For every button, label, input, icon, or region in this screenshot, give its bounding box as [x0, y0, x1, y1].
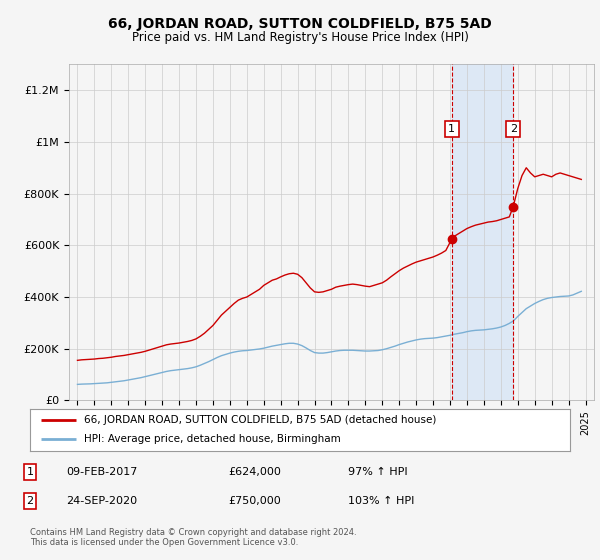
Text: 2: 2 — [26, 496, 34, 506]
Text: Price paid vs. HM Land Registry's House Price Index (HPI): Price paid vs. HM Land Registry's House … — [131, 31, 469, 44]
Text: 66, JORDAN ROAD, SUTTON COLDFIELD, B75 5AD: 66, JORDAN ROAD, SUTTON COLDFIELD, B75 5… — [108, 17, 492, 31]
Text: 103% ↑ HPI: 103% ↑ HPI — [348, 496, 415, 506]
Bar — [452, 64, 513, 400]
Text: £624,000: £624,000 — [228, 467, 281, 477]
Text: 97% ↑ HPI: 97% ↑ HPI — [348, 467, 407, 477]
Text: HPI: Average price, detached house, Birmingham: HPI: Average price, detached house, Birm… — [84, 435, 341, 445]
Text: Contains HM Land Registry data © Crown copyright and database right 2024.
This d: Contains HM Land Registry data © Crown c… — [30, 528, 356, 547]
Text: 1: 1 — [448, 124, 455, 134]
Text: 09-FEB-2017: 09-FEB-2017 — [66, 467, 137, 477]
Text: 1: 1 — [26, 467, 34, 477]
Text: 24-SEP-2020: 24-SEP-2020 — [66, 496, 137, 506]
Text: 2: 2 — [509, 124, 517, 134]
Text: £750,000: £750,000 — [228, 496, 281, 506]
Text: 66, JORDAN ROAD, SUTTON COLDFIELD, B75 5AD (detached house): 66, JORDAN ROAD, SUTTON COLDFIELD, B75 5… — [84, 415, 436, 425]
